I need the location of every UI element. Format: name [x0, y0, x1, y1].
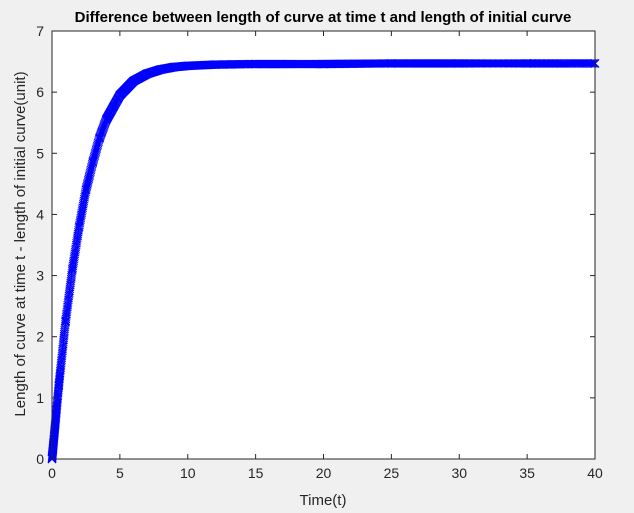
- data-point: [183, 61, 193, 71]
- x-tick-label: 0: [48, 465, 56, 481]
- y-tick-label: 6: [36, 84, 44, 100]
- data-point: [61, 317, 70, 326]
- chart-title: Difference between length of curve at ti…: [75, 9, 572, 26]
- data-point: [251, 59, 261, 69]
- data-point: [156, 65, 166, 74]
- y-tick-label: 0: [36, 451, 44, 467]
- data-point: [454, 58, 464, 68]
- y-axis-label: Length of curve at time t - length of in…: [12, 71, 29, 416]
- y-tick-label: 7: [36, 23, 44, 39]
- data-point: [101, 115, 111, 125]
- data-point: [54, 381, 64, 391]
- data-point: [95, 133, 104, 143]
- y-tick-label: 1: [36, 390, 44, 406]
- plot-area: [52, 31, 595, 459]
- data-point: [522, 58, 532, 68]
- data-point: [386, 58, 396, 68]
- data-point: [88, 158, 98, 167]
- y-tick-label: 3: [36, 268, 44, 284]
- data-point: [129, 76, 138, 86]
- data-point: [81, 185, 91, 195]
- x-tick-label: 30: [451, 465, 467, 481]
- ticks-group: 0 5 10 15 20 25 30 35 40 0 1 2 3 4 5 6 7: [36, 23, 603, 481]
- y-tick-label: 2: [36, 329, 44, 345]
- data-point: [169, 62, 179, 72]
- data-point: [142, 69, 152, 79]
- data-point: [67, 265, 77, 274]
- y-tick-label: 4: [36, 206, 44, 222]
- x-tick-label: 5: [116, 465, 124, 481]
- data-point: [210, 60, 220, 70]
- x-tick-label: 35: [519, 465, 535, 481]
- x-tick-label: 15: [248, 465, 264, 481]
- x-tick-label: 20: [316, 465, 332, 481]
- x-tick-label: 10: [180, 465, 196, 481]
- x-axis-label: Time(t): [300, 492, 347, 509]
- x-tick-label: 40: [587, 465, 603, 481]
- data-point: [74, 222, 84, 232]
- data-point: [319, 59, 328, 69]
- x-tick-label: 25: [384, 465, 400, 481]
- y-tick-label: 5: [36, 145, 44, 161]
- data-point: [115, 90, 125, 100]
